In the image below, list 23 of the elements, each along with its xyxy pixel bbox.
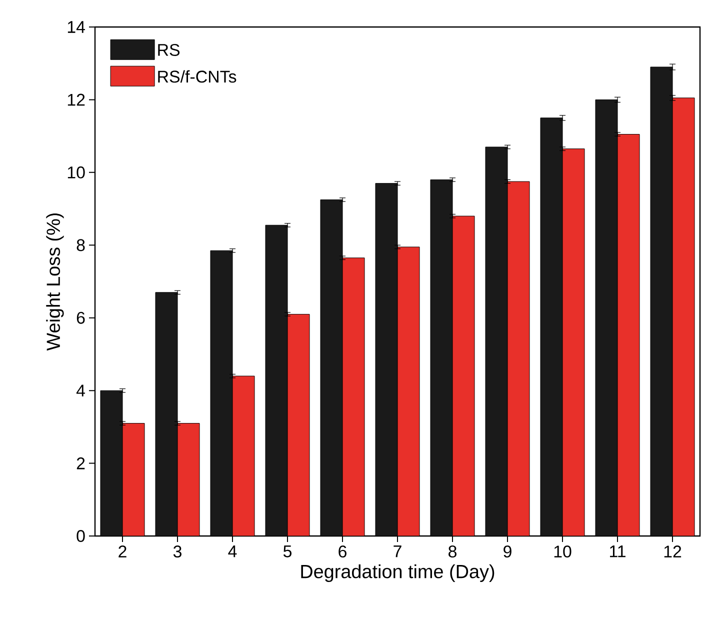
x-tick-label: 10	[554, 546, 572, 558]
x-axis-title: Degradation time (Day)	[301, 564, 494, 582]
x-tick-label: 7	[394, 546, 402, 558]
legend-label: RS	[158, 44, 180, 56]
y-tick-label: 12	[68, 94, 85, 106]
y-tick-label: 0	[76, 530, 85, 542]
x-tick-label: 9	[504, 546, 512, 558]
y-axis-title: Weight Loss (%)	[46, 213, 64, 351]
x-tick-label: 5	[283, 546, 292, 558]
y-tick-label: 14	[68, 21, 85, 33]
legend-label: RS/f-CNTs	[158, 70, 236, 83]
x-tick-label: 6	[338, 546, 346, 558]
y-tick-label: 8	[76, 239, 85, 252]
y-tick-label: 4	[76, 384, 85, 396]
x-tick-label: 3	[173, 546, 182, 558]
y-tick-label: 2	[76, 457, 85, 470]
x-tick-label: 12	[664, 546, 682, 558]
y-tick-label: 6	[76, 312, 85, 324]
y-tick-label: 10	[68, 166, 85, 178]
x-tick-label: 2	[118, 546, 126, 558]
x-tick-label: 4	[228, 546, 237, 558]
x-tick-label: 11	[610, 546, 626, 558]
x-tick-label: 8	[448, 546, 456, 558]
